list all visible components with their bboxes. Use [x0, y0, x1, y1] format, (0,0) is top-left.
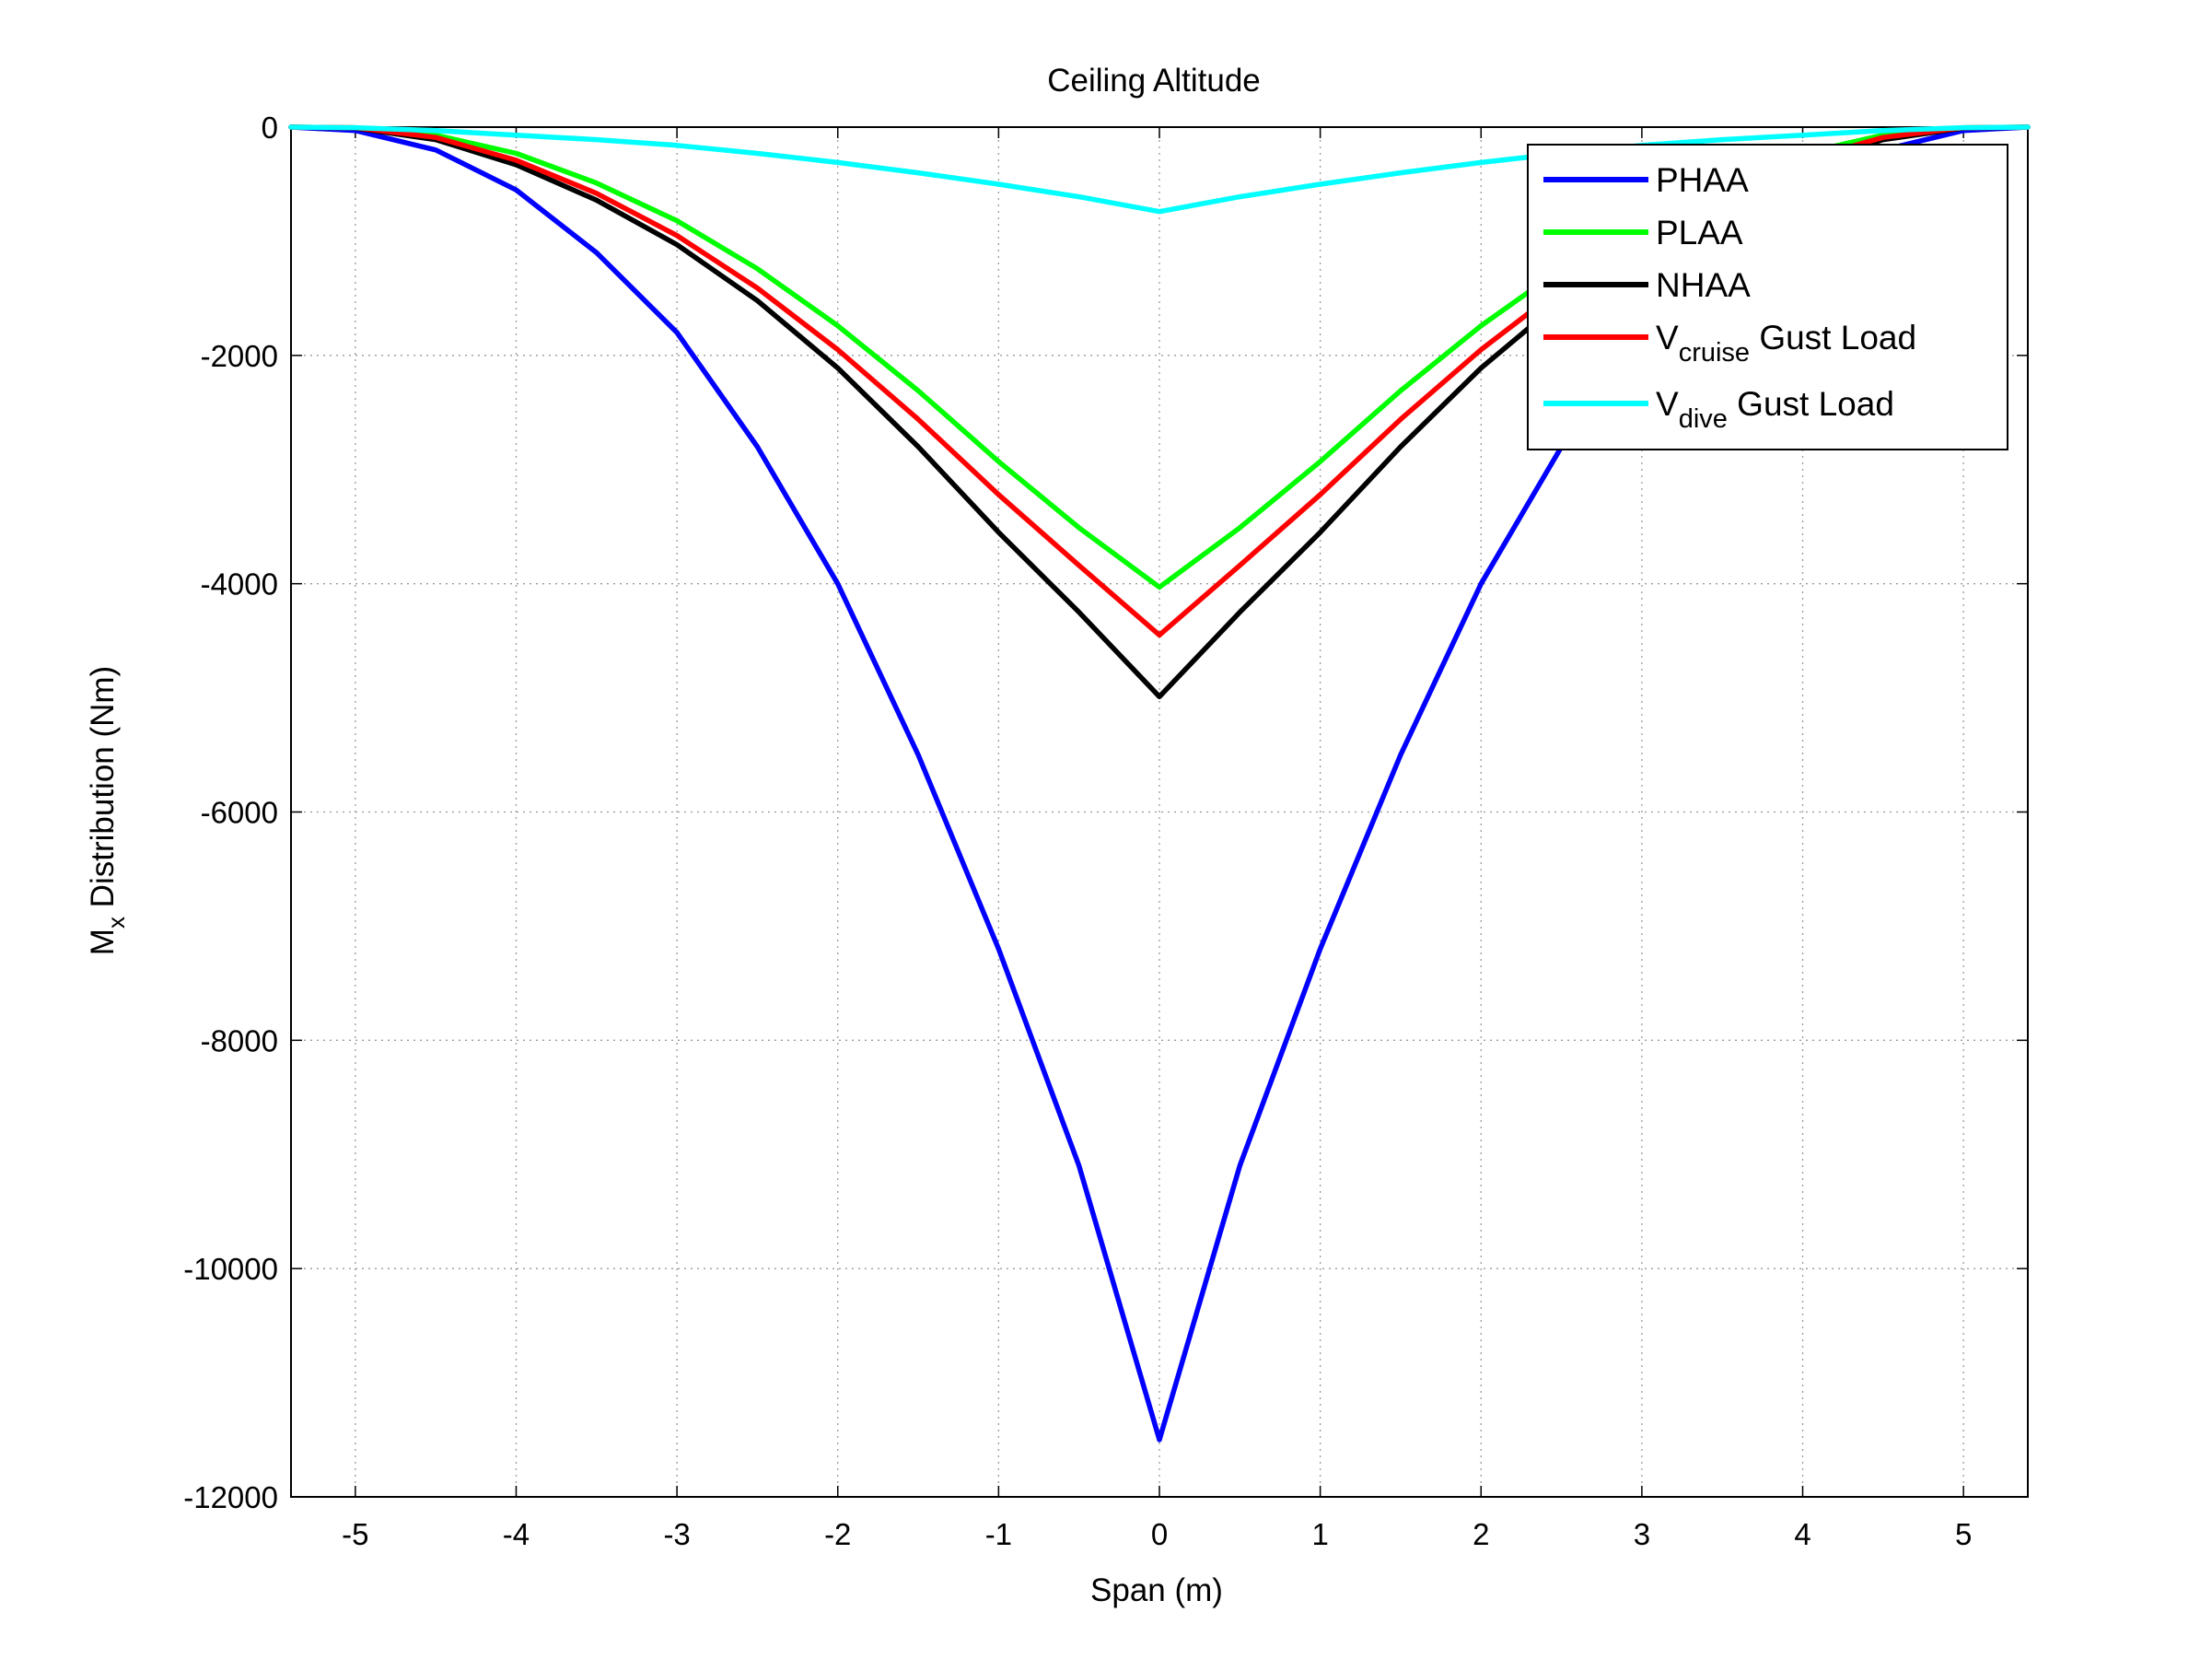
x-tick-label: 3 [1634, 1517, 1650, 1551]
y-axis-label-sub: x [102, 917, 130, 929]
x-tick-label: -4 [503, 1517, 530, 1551]
x-tick-label: -3 [663, 1517, 690, 1551]
y-tick-label: 0 [262, 111, 278, 145]
legend-label-sub: cruise [1679, 338, 1750, 368]
x-tick-label: -5 [342, 1517, 368, 1551]
legend-label-rest: Gust Load [1750, 319, 1916, 356]
x-tick-label: 4 [1794, 1517, 1810, 1551]
y-tick-label: -4000 [201, 567, 278, 602]
legend-label: PHAA [1656, 161, 1749, 199]
legend-label-rest: Gust Load [1728, 385, 1894, 423]
gridlines [291, 126, 2028, 1498]
x-tick-label: 0 [1151, 1517, 1168, 1551]
x-tick-label: -1 [985, 1517, 1012, 1551]
legend-label-main: PLAA [1656, 214, 1743, 251]
legend-label: Vdive Gust Load [1656, 385, 1894, 434]
chart-title: Ceiling Altitude [1047, 63, 1261, 99]
x-tick-label: 5 [1955, 1517, 1972, 1551]
y-tick-label: -10000 [183, 1252, 278, 1286]
y-tick-label: -6000 [201, 796, 278, 830]
legend-label-main: PHAA [1656, 161, 1749, 199]
y-tick-label: -12000 [183, 1480, 278, 1514]
x-tick-label: -2 [824, 1517, 851, 1551]
y-axis-label-main: M [85, 929, 121, 955]
legend-label: PLAA [1656, 214, 1743, 251]
y-axis-label-rest: Distribution (Nm) [85, 666, 121, 917]
legend-label-main: V [1656, 385, 1679, 423]
y-tick-label: -2000 [201, 339, 278, 373]
series-line-v-dive [288, 124, 2031, 215]
y-tick-label: -8000 [201, 1023, 278, 1057]
legend-label: NHAA [1656, 266, 1751, 304]
y-axis-label: Mx Distribution (Nm) [85, 666, 130, 955]
legend-label: Vcruise Gust Load [1656, 319, 1916, 368]
x-tick-labels: -5 -4 -3 -2 -1 0 1 2 3 4 5 [342, 1517, 1972, 1551]
axis-ticks [291, 126, 2028, 1498]
y-tick-labels: 0 -2000 -4000 -6000 -8000 -10000 -12000 [183, 111, 278, 1514]
legend-box [1527, 144, 2008, 450]
x-axis-label: Span (m) [1090, 1572, 1223, 1608]
legend-label-main: V [1656, 319, 1679, 356]
legend-label-main: NHAA [1656, 266, 1751, 304]
legend-label-sub: dive [1679, 404, 1728, 434]
x-tick-label: 2 [1473, 1517, 1489, 1551]
x-tick-label: 1 [1311, 1517, 1328, 1551]
